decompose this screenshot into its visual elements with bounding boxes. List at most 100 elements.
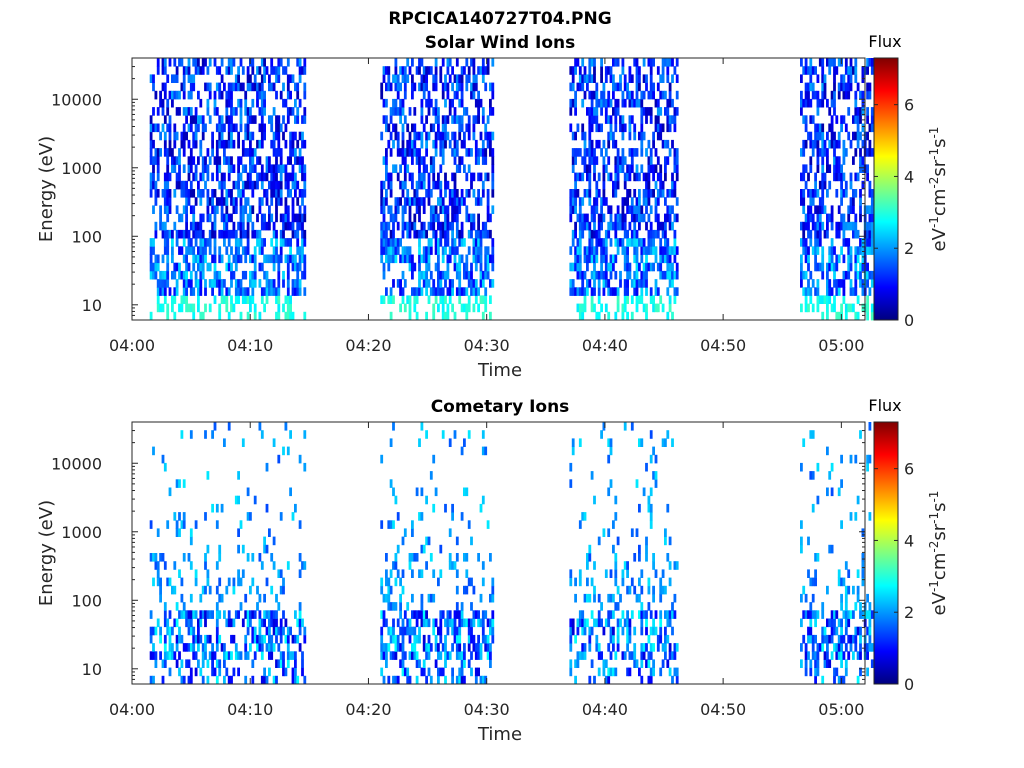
spectrogram-cell: [275, 213, 278, 223]
spectrogram-cell: [571, 82, 575, 92]
spectrogram-cell: [399, 610, 402, 619]
spectrogram-cell: [616, 180, 620, 190]
x-tick-label: 04:20: [345, 700, 391, 719]
spectrogram-cell: [149, 139, 153, 149]
spectrogram-cell: [199, 213, 203, 223]
spectrogram-cell: [593, 172, 596, 182]
spectrogram-cell: [583, 626, 587, 636]
spectrogram-cell: [218, 610, 222, 619]
spectrogram-cell: [401, 66, 405, 75]
spectrogram-cell: [168, 651, 172, 660]
spectrogram-cell: [664, 213, 667, 223]
spectrogram-cell: [149, 270, 153, 280]
spectrogram-cell: [213, 422, 217, 431]
spectrogram-cell: [656, 197, 660, 206]
spectrogram-cell: [277, 74, 281, 83]
spectrogram-cell: [574, 221, 577, 231]
spectrogram-cell: [408, 618, 412, 628]
spectrogram-cell: [298, 148, 302, 157]
spectrogram-cell: [258, 66, 262, 75]
spectrogram-cell: [270, 279, 274, 288]
spectrogram-cell: [182, 164, 186, 173]
spectrogram-cell: [392, 254, 395, 264]
spectrogram-cell: [821, 98, 825, 108]
spectrogram-cell: [590, 270, 594, 280]
spectrogram-cell: [621, 651, 625, 660]
spectrogram-cell: [802, 229, 806, 239]
spectrogram-cell: [418, 180, 421, 190]
spectrogram-cell: [399, 148, 402, 157]
spectrogram-cell: [439, 131, 443, 141]
spectrogram-cell: [294, 610, 297, 619]
spectrogram-cell: [218, 544, 222, 554]
spectrogram-cell: [227, 90, 231, 100]
spectrogram-cell: [486, 651, 490, 660]
spectrogram-cell: [286, 626, 290, 636]
spectrogram-cell: [809, 115, 813, 124]
spectrogram-cell: [600, 197, 603, 206]
spectrogram-cell: [403, 82, 407, 92]
spectrogram-cell: [237, 180, 240, 190]
spectrogram-cell: [382, 197, 386, 206]
spectrogram-cell: [671, 602, 674, 611]
spectrogram-cell: [602, 82, 606, 92]
spectrogram-cell: [647, 675, 651, 685]
spectrogram-cell: [581, 303, 585, 313]
spectrogram-cell: [455, 213, 459, 223]
spectrogram-cell: [194, 66, 198, 75]
spectrogram-cell: [411, 643, 414, 652]
spectrogram-cell: [633, 189, 637, 198]
spectrogram-cell: [673, 238, 677, 247]
spectrogram-cell: [619, 156, 622, 165]
spectrogram-cell: [282, 66, 285, 75]
spectrogram-cell: [816, 295, 820, 304]
spectrogram-cell: [446, 115, 450, 124]
spectrogram-cell: [870, 197, 874, 206]
spectrogram-cell: [816, 74, 820, 83]
spectrogram-cell: [645, 311, 648, 321]
spectrogram-cell: [479, 131, 483, 141]
spectrogram-cell: [422, 254, 426, 264]
spectrogram-cell: [171, 156, 174, 165]
spectrogram-cell: [163, 172, 167, 182]
spectrogram-cell: [385, 651, 388, 660]
spectrogram-cell: [399, 238, 402, 247]
spectrogram-cell: [197, 287, 200, 296]
spectrogram-cell: [578, 569, 582, 578]
spectrogram-cell: [279, 254, 283, 264]
spectrogram-cell: [593, 205, 596, 214]
spectrogram-cell: [800, 98, 803, 108]
spectrogram-cell: [818, 213, 822, 223]
spectrogram-cell: [595, 82, 599, 92]
spectrogram-cell: [477, 213, 480, 223]
spectrogram-cell: [460, 602, 464, 611]
spectrogram-cell: [826, 303, 829, 313]
spectrogram-cell: [458, 295, 462, 304]
spectrogram-cell: [234, 651, 238, 660]
spectrogram-cell: [159, 626, 162, 636]
spectrogram-cell: [215, 618, 219, 628]
spectrogram-cell: [470, 180, 473, 190]
spectrogram-cell: [187, 262, 191, 272]
spectrogram-cell: [206, 569, 210, 578]
spectrogram-cell: [301, 213, 304, 223]
spectrogram-cell: [152, 446, 155, 456]
spectrogram-cell: [854, 107, 858, 116]
spectrogram-cell: [607, 172, 611, 182]
spectrogram-cell: [830, 123, 834, 133]
spectrogram-cell: [451, 303, 454, 313]
spectrogram-cell: [614, 569, 618, 578]
spectrogram-cell: [263, 634, 266, 644]
spectrogram-cell: [178, 90, 181, 100]
spectrogram-cell: [441, 197, 445, 206]
spectrogram-cell: [223, 172, 226, 182]
spectrogram-cell: [227, 164, 231, 173]
spectrogram-cell: [192, 311, 196, 321]
spectrogram-cell: [385, 553, 388, 562]
spectrogram-cell: [479, 270, 483, 280]
spectrogram-cell: [420, 287, 424, 296]
spectrogram-cell: [455, 553, 459, 562]
spectrogram-cell: [441, 303, 445, 313]
spectrogram-cell: [837, 205, 841, 214]
spectrogram-cell: [230, 246, 233, 255]
